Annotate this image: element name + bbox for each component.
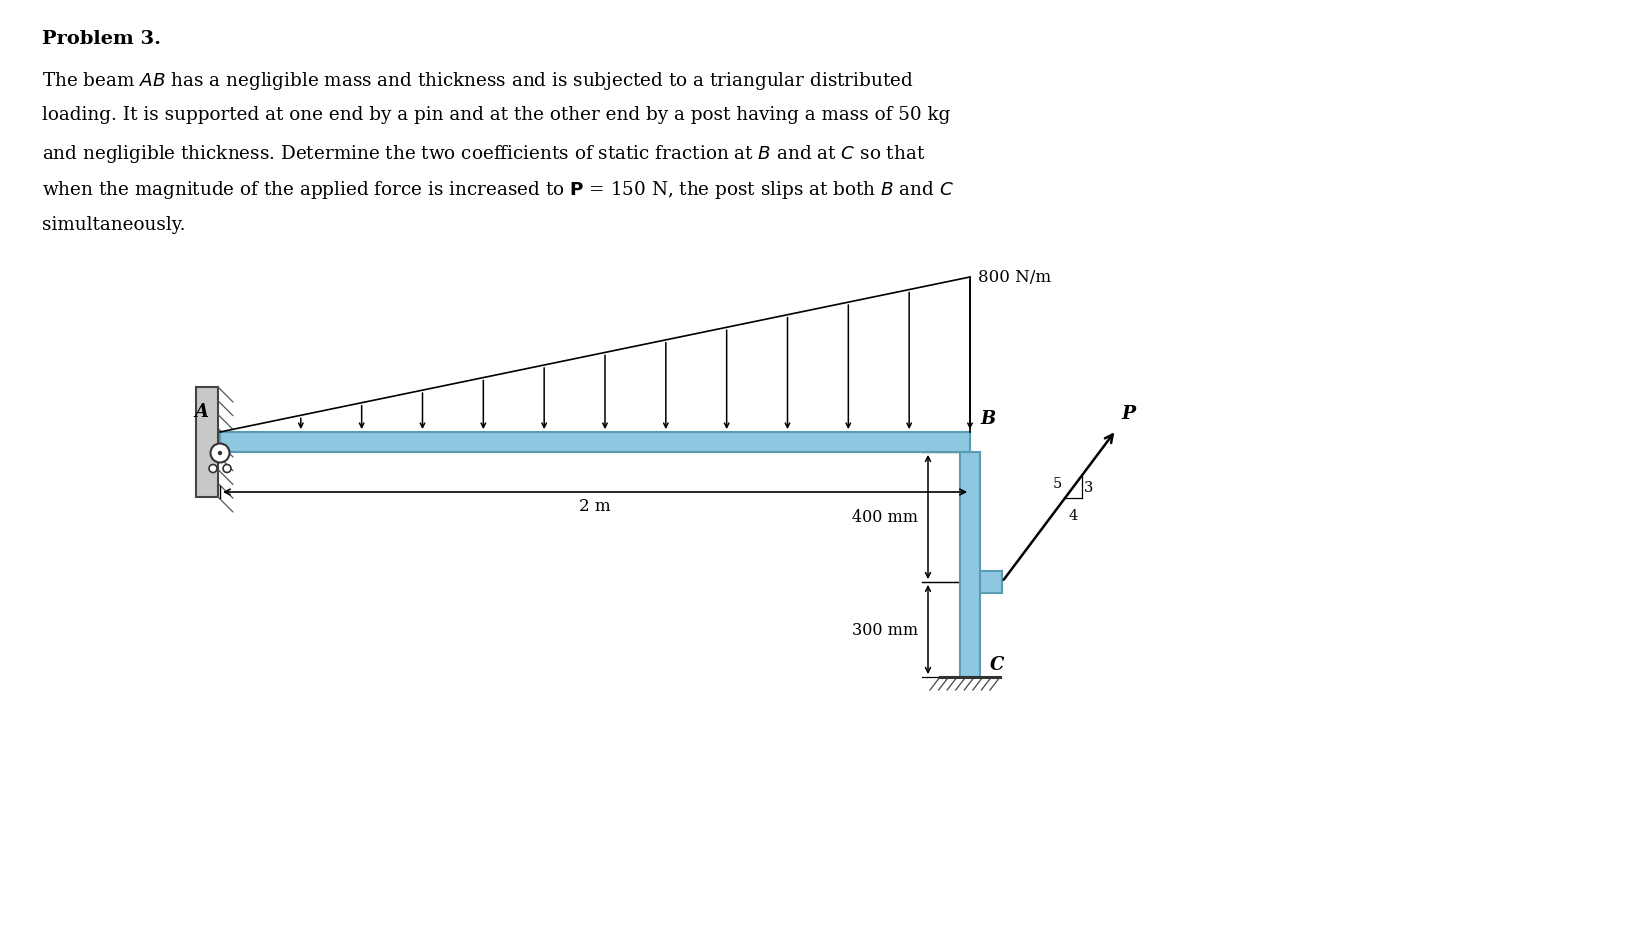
Bar — [980, 571, 1003, 593]
Text: 400 mm: 400 mm — [852, 509, 919, 526]
Circle shape — [223, 465, 231, 473]
Text: when the magnitude of the applied force is increased to $\mathbf{P}$ = 150 N, th: when the magnitude of the applied force … — [41, 179, 955, 201]
Text: 800 N/m: 800 N/m — [978, 269, 1051, 286]
Text: loading. It is supported at one end by a pin and at the other end by a post havi: loading. It is supported at one end by a… — [41, 107, 950, 124]
Bar — [960, 452, 980, 678]
Text: B: B — [980, 410, 995, 427]
Text: simultaneously.: simultaneously. — [41, 216, 185, 234]
Bar — [197, 387, 218, 498]
Text: 5: 5 — [1052, 476, 1062, 490]
Circle shape — [210, 444, 230, 463]
Bar — [220, 433, 970, 452]
Text: 300 mm: 300 mm — [852, 621, 919, 639]
Text: Problem 3.: Problem 3. — [41, 30, 160, 48]
Circle shape — [218, 451, 223, 456]
Text: 2 m: 2 m — [580, 498, 611, 514]
Text: P: P — [1122, 404, 1135, 423]
Circle shape — [210, 465, 216, 473]
Text: and negligible thickness. Determine the two coefficients of static fraction at $: and negligible thickness. Determine the … — [41, 143, 925, 165]
Text: 4: 4 — [1069, 509, 1077, 523]
Text: 3: 3 — [1084, 481, 1094, 495]
Text: C: C — [990, 655, 1004, 673]
Text: A: A — [193, 402, 208, 421]
Text: The beam $\mathit{AB}$ has a negligible mass and thickness and is subjected to a: The beam $\mathit{AB}$ has a negligible … — [41, 70, 914, 92]
